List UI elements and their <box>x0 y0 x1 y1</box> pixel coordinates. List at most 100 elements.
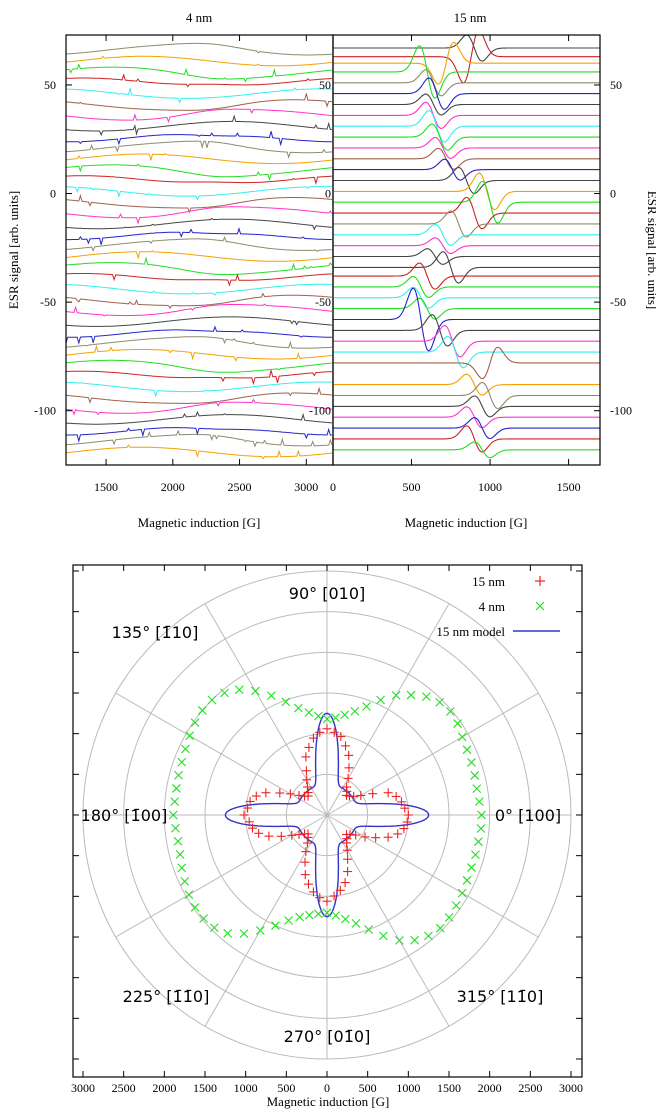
marker-4nm <box>467 758 476 767</box>
panel-4nm-xlabel: Magnetic induction [G] <box>138 515 261 530</box>
legend-label: 15 nm <box>472 574 505 589</box>
marker-15nm <box>383 832 393 842</box>
panel-4nm-ticks: 1500 2000 2500 3000 50 0 -50 -100 <box>34 35 318 494</box>
trace-4nm <box>66 55 332 67</box>
x-tick-label: 500 <box>277 1081 295 1095</box>
marker-15nm <box>335 885 345 895</box>
x-tick-label: 0 <box>330 480 336 494</box>
marker-4nm <box>170 797 180 807</box>
marker-15nm <box>343 867 353 877</box>
trace-4nm <box>66 398 332 416</box>
marker-4nm <box>477 810 486 820</box>
marker-4nm <box>168 810 178 820</box>
marker-4nm <box>378 931 388 941</box>
marker-15nm <box>344 750 354 760</box>
marker-15nm <box>294 830 304 840</box>
trace-4nm <box>66 42 332 56</box>
marker-4nm <box>351 919 361 928</box>
trace-4nm <box>66 386 332 404</box>
marker-4nm <box>331 911 341 920</box>
marker-15nm <box>396 797 406 807</box>
trace-15nm <box>333 297 600 320</box>
x-tick-label: 1500 <box>557 480 581 494</box>
legend-label: 4 nm <box>479 599 505 614</box>
marker-15nm <box>351 830 361 840</box>
trace-4nm <box>66 410 332 425</box>
marker-15nm <box>243 803 253 813</box>
polar-spoke <box>326 692 539 816</box>
trace-4nm <box>66 108 332 124</box>
trace-4nm <box>66 93 332 111</box>
marker-15nm <box>356 790 366 800</box>
marker-15nm <box>285 789 295 799</box>
marker-4nm <box>174 770 183 780</box>
trace-15nm <box>333 406 600 429</box>
polar-xlabel: Magnetic induction [G] <box>267 1094 390 1109</box>
marker-4nm <box>304 708 314 717</box>
marker-4nm <box>350 706 360 716</box>
trace-4nm <box>66 227 332 245</box>
marker-4nm <box>394 935 404 945</box>
trace-4nm <box>66 283 332 296</box>
y-tick-label-inner: -100 <box>309 404 331 418</box>
x-tick-label: 0 <box>324 1081 330 1095</box>
marker-15nm <box>383 788 393 798</box>
marker-4nm <box>472 784 482 793</box>
legend-symbol <box>535 576 545 586</box>
marker-4nm <box>234 685 244 695</box>
polar-plot: 90° [010] 135° [1̄10] 180° [1̄00] 0° [100] 2… <box>71 564 583 1109</box>
y-tick-label: -100 <box>34 404 56 418</box>
marker-4nm <box>340 710 350 720</box>
marker-15nm <box>244 817 254 827</box>
marker-15nm <box>400 803 410 813</box>
polar-spoke <box>115 814 328 938</box>
marker-15nm <box>315 893 325 903</box>
marker-4nm <box>445 707 455 716</box>
marker-4nm <box>462 745 472 755</box>
trace-15nm <box>333 314 600 347</box>
marker-4nm <box>313 711 323 721</box>
marker-15nm <box>303 832 313 842</box>
marker-4nm <box>209 923 219 933</box>
trace-4nm <box>66 292 332 310</box>
marker-4nm <box>444 913 454 922</box>
marker-15nm <box>301 752 311 762</box>
angle-label-135: 135° [1̄10] <box>112 623 199 642</box>
polar-angle-labels: 90° [010] 135° [1̄10] 180° [1̄00] 0° [100] 2… <box>81 584 561 1046</box>
marker-4nm <box>304 910 314 920</box>
marker-15nm <box>336 732 346 742</box>
marker-4nm <box>362 702 371 711</box>
trace-15nm <box>333 41 600 85</box>
trace-4nm <box>66 273 332 287</box>
marker-4nm <box>293 703 303 713</box>
trace-4nm <box>66 325 332 346</box>
trace-15nm <box>333 287 600 352</box>
marker-15nm <box>315 727 325 737</box>
trace-4nm <box>66 370 332 386</box>
marker-15nm <box>302 782 312 792</box>
polar-spoke <box>326 814 539 938</box>
angle-label-225: 225° [1̄1̄0] <box>123 987 210 1006</box>
trace-15nm <box>333 395 600 418</box>
x-tick-label: 2500 <box>518 1081 542 1095</box>
trace-4nm <box>66 359 332 373</box>
trace-15nm <box>333 69 600 97</box>
marker-15nm <box>343 854 353 864</box>
y-tick-label: 50 <box>44 78 56 92</box>
trace-15nm <box>333 417 600 440</box>
trace-4nm <box>66 114 332 137</box>
y-tick-label: -50 <box>40 295 56 309</box>
trace-4nm <box>66 73 332 88</box>
x-tick-label: 1000 <box>396 1081 420 1095</box>
marker-4nm <box>391 690 401 700</box>
marker-4nm <box>175 849 185 859</box>
marker-15nm <box>248 823 258 833</box>
trace-4nm <box>66 316 332 327</box>
marker-4nm <box>207 695 217 705</box>
marker-15nm <box>368 789 378 799</box>
marker-4nm <box>424 931 433 941</box>
marker-15nm <box>342 782 352 792</box>
y-tick-label: 50 <box>610 78 622 92</box>
x-tick-label: 1500 <box>193 1081 217 1095</box>
panel-15nm-traces <box>333 35 600 459</box>
